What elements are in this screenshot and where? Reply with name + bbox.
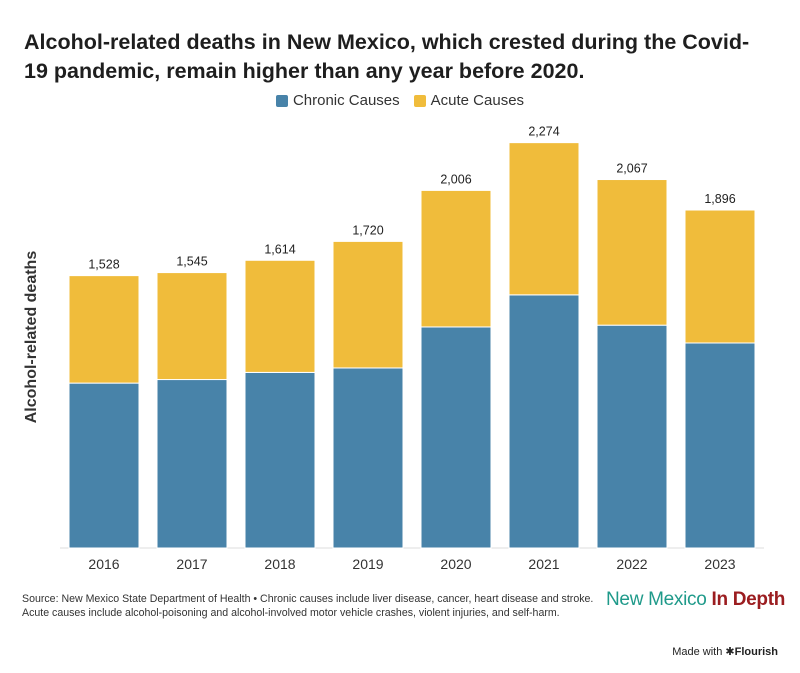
legend-label-acute: Acute Causes: [430, 92, 525, 109]
total-label-2023: 1,896: [704, 192, 735, 206]
total-label-2017: 1,545: [176, 255, 207, 269]
bar-acute-2022[interactable]: [596, 179, 668, 326]
x-tick-label-2018: 2018: [264, 556, 295, 572]
total-label-2021: 2,274: [528, 125, 559, 139]
x-tick-label-2016: 2016: [88, 556, 119, 572]
legend-swatch-acute: [413, 94, 426, 107]
made-with-prefix: Made with: [672, 646, 723, 658]
bar-chronic-2017[interactable]: [156, 379, 228, 549]
bar-acute-2016[interactable]: [68, 275, 140, 384]
bar-acute-2017[interactable]: [156, 272, 228, 381]
footer-line-source: Source: New Mexico State Department of H…: [22, 593, 594, 605]
footer-note: Source: New Mexico State Department of H…: [22, 592, 602, 620]
footer-line-acute: Acute causes include alcohol-poisoning a…: [22, 607, 560, 619]
bar-chronic-2021[interactable]: [508, 294, 580, 549]
total-label-2019: 1,720: [352, 223, 383, 237]
flourish-brand: ✱Flourish: [725, 646, 778, 658]
x-tick-label-2023: 2023: [704, 556, 735, 572]
bar-acute-2018[interactable]: [244, 259, 316, 373]
bar-acute-2019[interactable]: [332, 240, 404, 369]
legend: Chronic Causes Acute Causes: [0, 92, 800, 109]
legend-swatch-chronic: [275, 94, 288, 107]
bar-chronic-2018[interactable]: [244, 371, 316, 549]
chart-title: Alcohol-related deaths in New Mexico, wh…: [24, 30, 750, 83]
bar-chronic-2016[interactable]: [68, 382, 140, 549]
made-with-flourish[interactable]: Made with ✱Flourish: [672, 645, 778, 658]
total-label-2016: 1,528: [88, 258, 119, 272]
x-tick-label-2020: 2020: [440, 556, 471, 572]
logo-text-new-mexico: New Mexico: [606, 589, 707, 610]
bars-group: [68, 142, 756, 549]
x-tick-label-2022: 2022: [616, 556, 647, 572]
labels-group: 1,528 2016 1,545 2017 1,614 2018 1,720 2019 2,00…: [88, 125, 735, 572]
x-tick-label-2019: 2019: [352, 556, 383, 572]
bar-chronic-2022[interactable]: [596, 324, 668, 549]
bar-acute-2020[interactable]: [420, 189, 492, 328]
legend-item-acute[interactable]: Acute Causes: [413, 92, 525, 109]
logo-text-in-depth: In Depth: [711, 589, 786, 610]
total-label-2020: 2,006: [440, 172, 471, 186]
total-label-2022: 2,067: [616, 162, 647, 176]
legend-item-chronic[interactable]: Chronic Causes: [275, 92, 400, 109]
bar-acute-2021[interactable]: [508, 142, 580, 296]
bar-chronic-2023[interactable]: [684, 342, 756, 549]
bar-acute-2023[interactable]: [684, 209, 756, 344]
bar-chronic-2020[interactable]: [420, 326, 492, 549]
publisher-logo[interactable]: New Mexico In Depth: [606, 589, 785, 611]
x-tick-label-2017: 2017: [176, 556, 207, 572]
x-tick-label-2021: 2021: [528, 556, 559, 572]
total-label-2018: 1,614: [264, 242, 295, 256]
bar-chronic-2019[interactable]: [332, 367, 404, 549]
legend-label-chronic: Chronic Causes: [292, 92, 400, 109]
